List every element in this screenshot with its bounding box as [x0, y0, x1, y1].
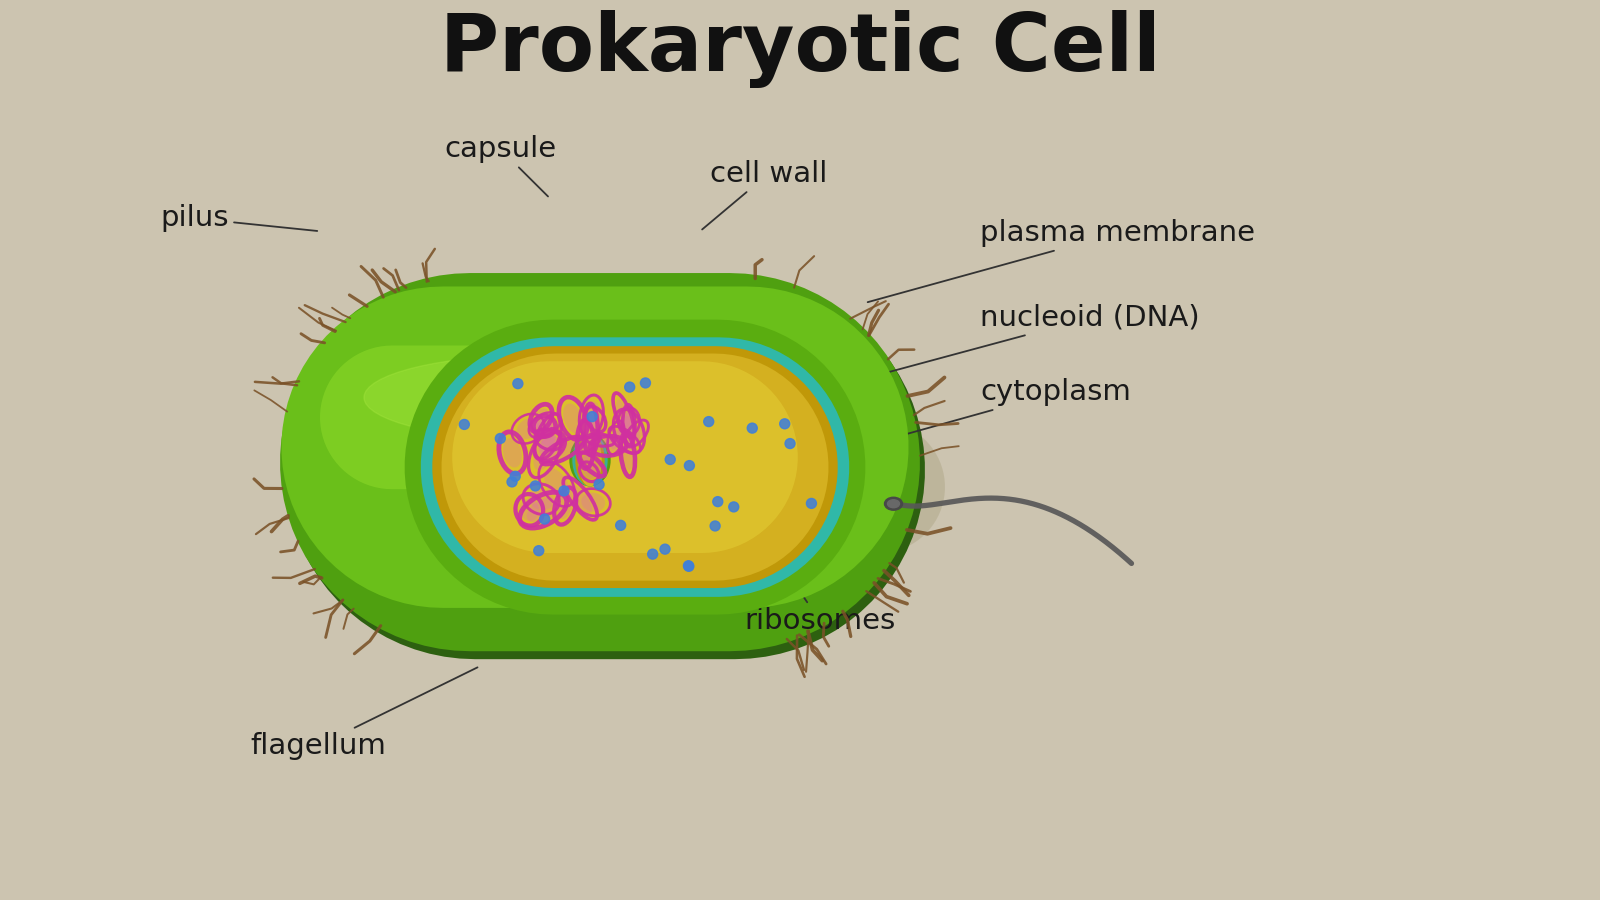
- Polygon shape: [432, 346, 838, 588]
- Ellipse shape: [590, 436, 611, 445]
- Ellipse shape: [728, 502, 739, 512]
- Ellipse shape: [806, 499, 816, 508]
- Polygon shape: [405, 320, 866, 615]
- Polygon shape: [320, 346, 800, 490]
- Ellipse shape: [530, 481, 541, 491]
- Ellipse shape: [514, 379, 523, 389]
- Text: capsule: capsule: [443, 135, 557, 196]
- Ellipse shape: [613, 430, 635, 449]
- Ellipse shape: [712, 497, 723, 507]
- Ellipse shape: [610, 426, 622, 449]
- Ellipse shape: [582, 465, 595, 479]
- Polygon shape: [442, 354, 829, 580]
- Ellipse shape: [496, 434, 506, 444]
- Ellipse shape: [579, 428, 592, 462]
- Ellipse shape: [704, 417, 714, 427]
- Ellipse shape: [526, 498, 560, 523]
- Ellipse shape: [629, 424, 645, 443]
- Ellipse shape: [624, 382, 635, 392]
- Ellipse shape: [624, 410, 634, 439]
- Ellipse shape: [616, 400, 630, 431]
- Ellipse shape: [507, 477, 517, 487]
- Ellipse shape: [621, 412, 637, 431]
- Ellipse shape: [888, 500, 899, 508]
- Ellipse shape: [640, 378, 651, 388]
- Text: plasma membrane: plasma membrane: [867, 220, 1254, 302]
- Ellipse shape: [459, 419, 469, 429]
- Ellipse shape: [581, 492, 605, 512]
- Ellipse shape: [666, 454, 675, 464]
- Ellipse shape: [779, 418, 790, 428]
- Ellipse shape: [885, 498, 902, 510]
- Text: cytoplasm: cytoplasm: [872, 379, 1131, 444]
- Ellipse shape: [547, 441, 578, 460]
- Ellipse shape: [539, 436, 560, 456]
- Ellipse shape: [558, 486, 570, 496]
- Ellipse shape: [786, 438, 795, 448]
- Ellipse shape: [568, 483, 592, 514]
- Polygon shape: [285, 281, 925, 659]
- Ellipse shape: [747, 423, 757, 433]
- Ellipse shape: [661, 544, 670, 554]
- Polygon shape: [421, 338, 850, 597]
- Ellipse shape: [533, 417, 555, 435]
- Text: cell wall: cell wall: [702, 159, 827, 230]
- Ellipse shape: [576, 435, 605, 486]
- Ellipse shape: [622, 439, 634, 470]
- Ellipse shape: [589, 410, 603, 428]
- Ellipse shape: [517, 418, 539, 439]
- Ellipse shape: [534, 545, 544, 555]
- Ellipse shape: [648, 549, 658, 559]
- Ellipse shape: [595, 439, 621, 453]
- Ellipse shape: [685, 461, 694, 471]
- Ellipse shape: [520, 499, 539, 521]
- Ellipse shape: [616, 520, 626, 530]
- Polygon shape: [282, 286, 909, 608]
- Ellipse shape: [584, 456, 602, 472]
- Ellipse shape: [533, 409, 549, 428]
- Ellipse shape: [563, 403, 582, 433]
- Polygon shape: [285, 421, 946, 554]
- Ellipse shape: [618, 416, 640, 446]
- Polygon shape: [280, 273, 920, 652]
- Ellipse shape: [582, 401, 600, 431]
- Text: flagellum: flagellum: [250, 668, 477, 760]
- Ellipse shape: [710, 521, 720, 531]
- Ellipse shape: [683, 561, 693, 571]
- Ellipse shape: [581, 437, 597, 450]
- Ellipse shape: [579, 435, 602, 486]
- Text: Prokaryotic Cell: Prokaryotic Cell: [440, 10, 1160, 88]
- Text: pilus: pilus: [160, 204, 317, 232]
- Ellipse shape: [683, 562, 694, 572]
- Ellipse shape: [570, 435, 610, 486]
- Ellipse shape: [586, 411, 595, 447]
- Ellipse shape: [365, 355, 717, 440]
- Text: ribosomes: ribosomes: [744, 564, 896, 635]
- Ellipse shape: [573, 435, 606, 486]
- Ellipse shape: [539, 432, 558, 446]
- Ellipse shape: [510, 472, 520, 482]
- Ellipse shape: [557, 493, 573, 519]
- Ellipse shape: [539, 421, 557, 453]
- Ellipse shape: [594, 480, 605, 490]
- Polygon shape: [453, 361, 798, 553]
- Ellipse shape: [539, 514, 550, 524]
- Text: nucleoid (DNA): nucleoid (DNA): [853, 304, 1200, 382]
- Ellipse shape: [544, 469, 570, 500]
- Ellipse shape: [533, 436, 557, 471]
- Ellipse shape: [502, 438, 522, 467]
- Ellipse shape: [528, 489, 554, 510]
- Ellipse shape: [536, 419, 552, 434]
- Ellipse shape: [587, 411, 597, 421]
